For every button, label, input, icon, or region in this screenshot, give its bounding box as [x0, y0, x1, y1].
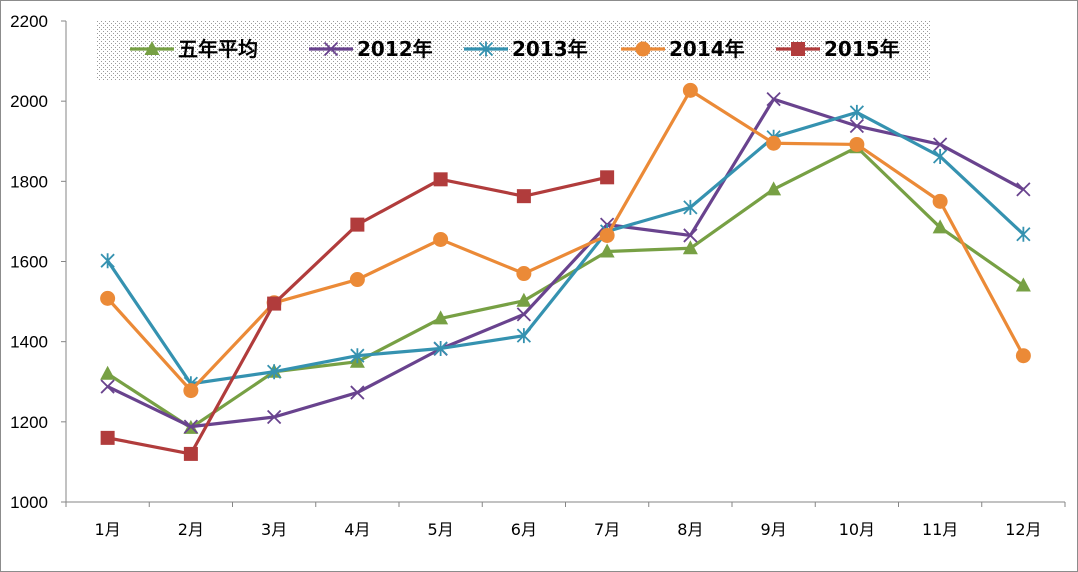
- data-point: [849, 104, 865, 120]
- legend-marker: [144, 41, 160, 55]
- y-tick-label: 1800: [10, 172, 48, 191]
- axes: 1000 1200 1400 1600 1800 2000 2200 1月 2月 3月 4月 5月 6月…: [10, 12, 1066, 539]
- data-point: [932, 137, 948, 152]
- legend: 五年平均 2012年 2013年 2014年 2015年: [130, 37, 900, 61]
- data-point: [349, 272, 365, 288]
- data-point: [682, 240, 698, 255]
- y-tick-label: 2200: [10, 12, 48, 31]
- data-point: [766, 92, 781, 107]
- data-point: [433, 231, 449, 247]
- data-point: [849, 136, 865, 152]
- legend-label: 2015年: [824, 37, 900, 61]
- y-tick-label: 2000: [10, 92, 48, 111]
- legend-marker: [791, 42, 805, 56]
- data-point: [100, 290, 116, 306]
- legend-label: 2012年: [357, 37, 433, 61]
- series-3: [100, 104, 1031, 392]
- data-point: [1016, 182, 1031, 197]
- legend-entry: 2015年: [776, 37, 900, 61]
- data-point: [932, 219, 948, 234]
- x-tick-label: 4月: [344, 520, 370, 539]
- data-point: [350, 385, 365, 400]
- data-point: [516, 328, 532, 344]
- data-point: [600, 170, 615, 185]
- x-tick-label: 9月: [761, 520, 787, 539]
- series-line: [106, 88, 1025, 393]
- data-point: [599, 227, 615, 243]
- data-point: [100, 253, 115, 269]
- legend-marker: [323, 41, 339, 57]
- data-point: [1015, 348, 1031, 364]
- legend-label: 2014年: [669, 37, 745, 61]
- data-point: [1016, 226, 1031, 242]
- y-tick-label: 1000: [10, 493, 48, 512]
- data-point: [516, 189, 531, 204]
- data-point: [433, 310, 449, 325]
- data-point: [766, 135, 782, 151]
- data-point: [516, 266, 532, 282]
- data-point: [516, 292, 532, 307]
- legend-label: 五年平均: [178, 37, 258, 61]
- x-tick-label: 10月: [839, 520, 875, 539]
- data-point: [433, 172, 448, 187]
- x-tick-label: 5月: [428, 520, 454, 539]
- data-point: [183, 383, 199, 399]
- data-point: [1015, 277, 1031, 292]
- data-point: [683, 228, 698, 243]
- series-line: [106, 97, 1025, 429]
- series-layer: [100, 82, 1031, 461]
- y-tick-label: 1400: [10, 333, 48, 352]
- x-tick-label: 12月: [1005, 520, 1041, 539]
- series-2: [100, 92, 1031, 434]
- x-tick-label: 1月: [95, 520, 121, 539]
- x-tick-label: 8月: [677, 520, 703, 539]
- legend-entry: 2013年: [464, 37, 588, 61]
- legend-entry: 2012年: [309, 37, 433, 61]
- x-tick-label: 11月: [922, 520, 958, 539]
- x-tick-label: 2月: [178, 520, 204, 539]
- data-point: [100, 379, 115, 394]
- data-point: [849, 118, 865, 134]
- data-point: [100, 430, 115, 445]
- y-tick-label: 1600: [10, 253, 48, 272]
- data-point: [932, 193, 948, 209]
- series-4: [100, 82, 1031, 399]
- legend-marker: [635, 41, 651, 57]
- data-point: [599, 243, 615, 258]
- data-point: [766, 181, 782, 196]
- series-5: [100, 170, 615, 461]
- data-point: [350, 217, 365, 232]
- data-point: [183, 419, 199, 434]
- y-tick-label: 1200: [10, 413, 48, 432]
- data-point: [932, 148, 948, 164]
- data-point: [682, 82, 698, 98]
- x-tick-label: 3月: [261, 520, 287, 539]
- data-point: [100, 365, 116, 380]
- data-point: [683, 199, 698, 215]
- data-point: [266, 364, 282, 380]
- data-point: [267, 296, 282, 311]
- data-point: [266, 409, 282, 425]
- series-line: [106, 110, 1025, 386]
- legend-label: 2013年: [512, 37, 588, 61]
- data-point: [350, 348, 365, 364]
- series-line: [106, 145, 1025, 430]
- series-1: [100, 139, 1031, 434]
- legend-entry: 五年平均: [130, 37, 258, 61]
- data-point: [433, 340, 448, 356]
- legend-marker: [478, 41, 494, 57]
- x-tick-label: 7月: [594, 520, 620, 539]
- data-point: [516, 307, 532, 322]
- data-point: [183, 446, 198, 461]
- x-tick-label: 6月: [511, 520, 537, 539]
- legend-entry: 2014年: [621, 37, 745, 61]
